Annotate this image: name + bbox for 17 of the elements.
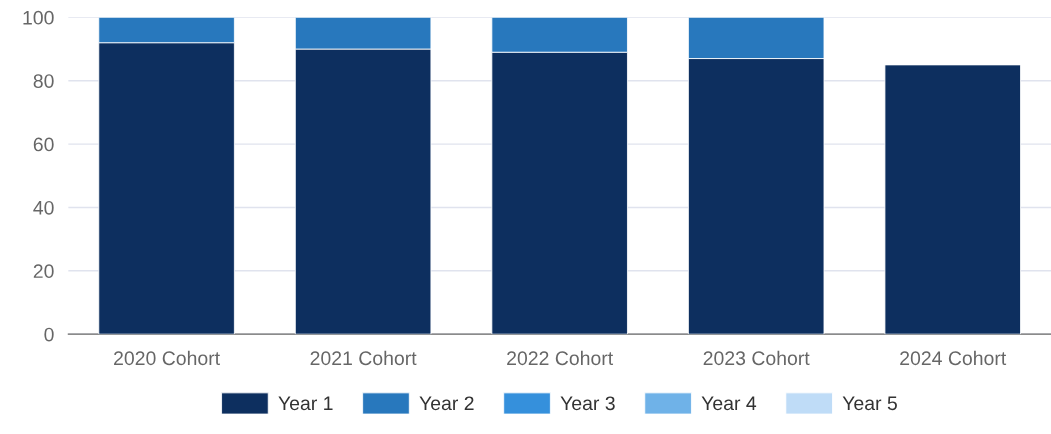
legend-label: Year 3 (560, 396, 615, 411)
bar (884, 64, 1021, 335)
y-tick-label: 0 (44, 327, 54, 342)
x-tick-label: 2022 Cohort (507, 350, 614, 366)
legend-label: Year 2 (419, 396, 474, 411)
x-tick-label: 2023 Cohort (703, 350, 810, 366)
x-tick-label: 2020 Cohort (114, 350, 220, 366)
y-tick-label: 20 (33, 264, 54, 279)
legend-label: Year 1 (278, 396, 333, 411)
legend-label: Year 5 (842, 396, 897, 411)
x-tick-label: 2024 Cohort (900, 350, 1007, 366)
legend-label: Year 4 (701, 396, 757, 411)
y-tick-label: 40 (33, 200, 54, 215)
y-tick-label: 60 (33, 137, 54, 152)
y-tick-label: 80 (33, 74, 54, 88)
x-tick-label: 2021 Cohort (310, 350, 417, 366)
y-tick-label: 100 (23, 10, 54, 25)
